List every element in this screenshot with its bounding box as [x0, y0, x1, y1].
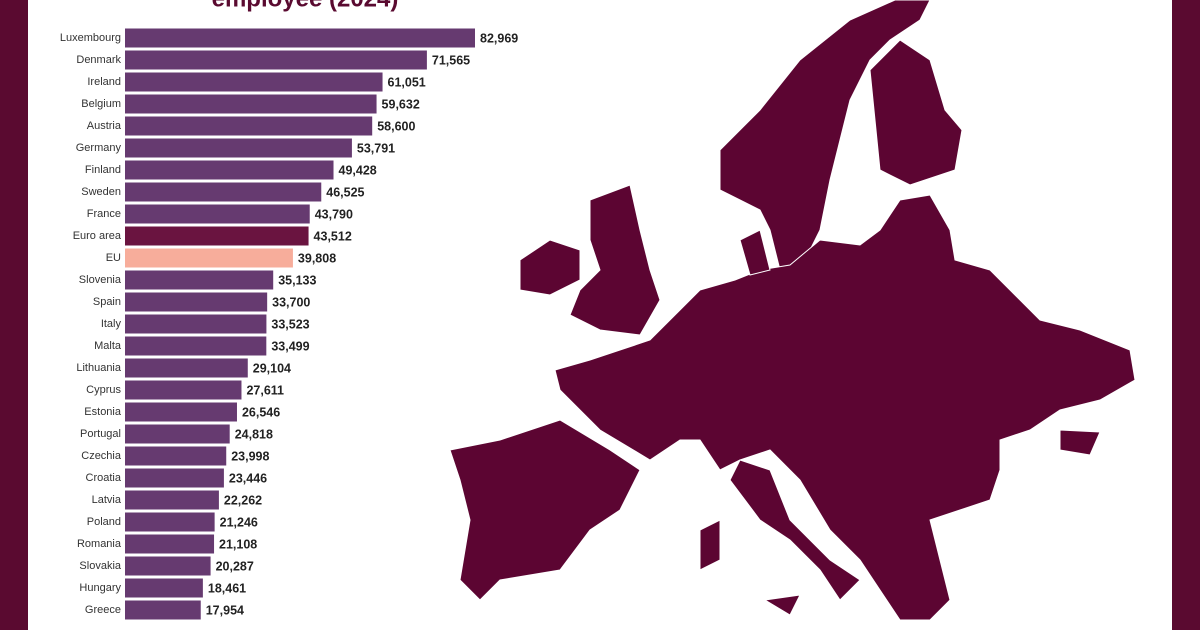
map: [449, 0, 1136, 621]
value-label: 43,790: [315, 207, 353, 221]
bar: [125, 380, 242, 400]
category-label: Spain: [93, 296, 121, 308]
category-label: Portugal: [80, 428, 121, 440]
category-label: Poland: [87, 516, 121, 528]
value-label: 61,051: [388, 75, 426, 89]
bar: [125, 292, 268, 312]
bar: [125, 270, 274, 290]
value-label: 21,246: [220, 515, 258, 529]
category-label: Denmark: [76, 54, 121, 66]
value-label: 24,818: [235, 427, 273, 441]
category-label: Germany: [76, 142, 122, 154]
category-label: Italy: [101, 318, 122, 330]
category-label: Slovakia: [79, 560, 121, 572]
category-label: Belgium: [81, 98, 121, 110]
category-label: Luxembourg: [60, 32, 121, 44]
bar: [125, 248, 293, 268]
value-label: 33,523: [271, 317, 309, 331]
bar: [125, 446, 227, 466]
category-label: Slovenia: [79, 274, 122, 286]
category-label: Finland: [85, 164, 121, 176]
value-label: 23,998: [231, 449, 269, 463]
value-label: 71,565: [432, 53, 470, 67]
category-label: EU: [106, 252, 121, 264]
value-label: 59,632: [382, 97, 420, 111]
bar: [125, 116, 373, 136]
category-label: Sweden: [81, 186, 121, 198]
bar: [125, 182, 322, 202]
bar: [125, 94, 377, 114]
bar: [125, 556, 211, 576]
value-label: 35,133: [278, 273, 316, 287]
bar: [125, 424, 230, 444]
category-label: Greece: [85, 604, 121, 616]
bar: [125, 160, 334, 180]
category-label: Austria: [87, 120, 122, 132]
value-label: 29,104: [253, 361, 291, 375]
category-label: Romania: [77, 538, 122, 550]
value-label: 43,512: [314, 229, 352, 243]
category-label: Estonia: [84, 406, 122, 418]
category-label: France: [87, 208, 121, 220]
value-label: 39,808: [298, 251, 336, 265]
value-label: 23,446: [229, 471, 267, 485]
category-label: Euro area: [73, 230, 122, 242]
value-label: 18,461: [208, 581, 246, 595]
bar: [125, 512, 215, 532]
value-label: 46,525: [326, 185, 364, 199]
bar: [125, 534, 215, 554]
value-label: 26,546: [242, 405, 280, 419]
bar: [125, 138, 352, 158]
category-label: Latvia: [92, 494, 122, 506]
category-label: Cyprus: [86, 384, 121, 396]
bar: [125, 204, 310, 224]
value-label: 17,954: [206, 603, 244, 617]
value-label: 82,969: [480, 31, 518, 45]
category-label: Hungary: [79, 582, 121, 594]
bar: [125, 314, 267, 334]
bar: [125, 72, 383, 92]
value-label: 49,428: [339, 163, 377, 177]
bar: [125, 226, 309, 246]
chart-title: employee (2024): [212, 0, 399, 12]
value-label: 33,700: [272, 295, 310, 309]
bar: [125, 468, 224, 488]
category-label: Malta: [94, 340, 122, 352]
value-label: 22,262: [224, 493, 262, 507]
bar: [125, 490, 219, 510]
value-label: 53,791: [357, 141, 395, 155]
value-label: 33,499: [271, 339, 309, 353]
bar: [125, 50, 427, 70]
category-label: Croatia: [86, 472, 122, 484]
bar: [125, 336, 267, 356]
bar: [125, 402, 237, 422]
category-label: Lithuania: [76, 362, 122, 374]
category-label: Czechia: [81, 450, 122, 462]
value-label: 20,287: [216, 559, 254, 573]
value-label: 58,600: [377, 119, 415, 133]
value-label: 27,611: [246, 383, 284, 397]
bar: [125, 578, 203, 598]
bar: [125, 358, 248, 378]
bar: [125, 28, 475, 48]
bar: [125, 600, 201, 620]
value-label: 21,108: [219, 537, 257, 551]
category-label: Ireland: [87, 76, 121, 88]
